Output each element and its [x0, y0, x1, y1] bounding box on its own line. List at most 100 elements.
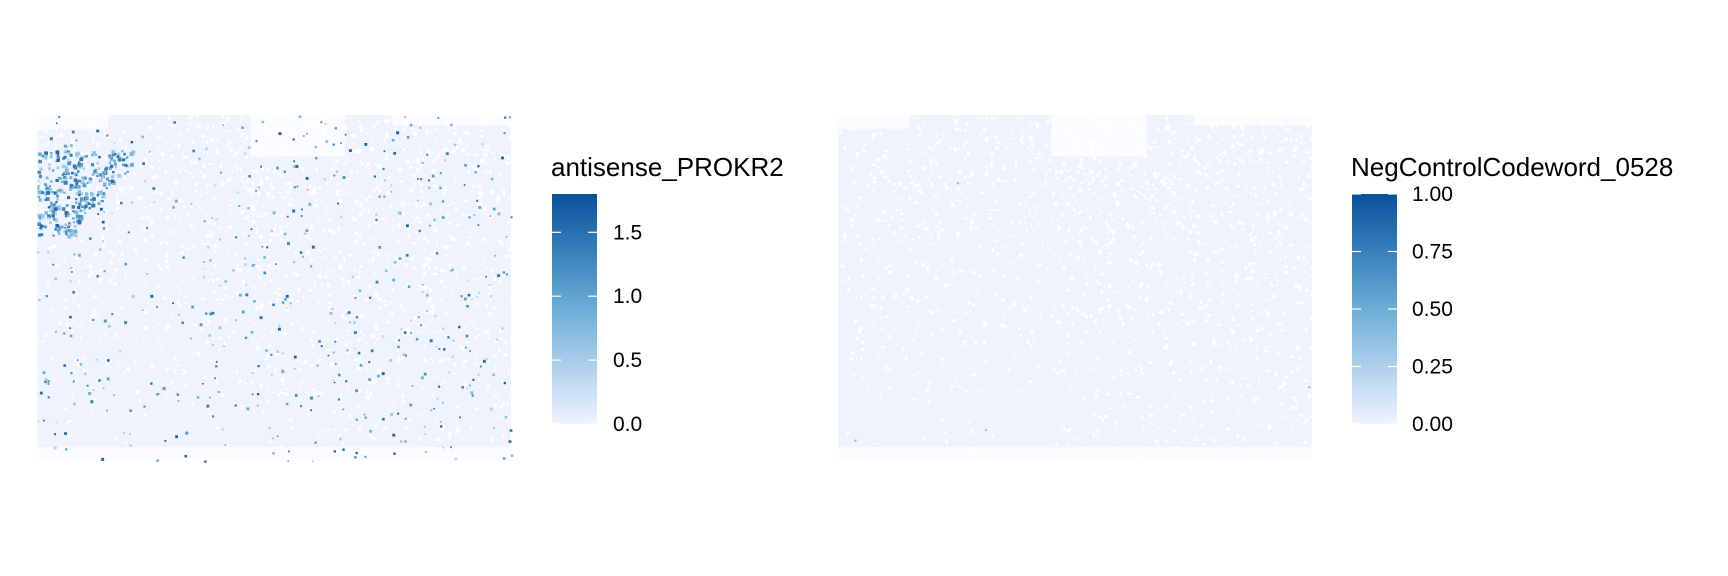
tissue-void — [326, 349, 329, 352]
expression-spot — [473, 214, 476, 217]
tissue-void — [921, 152, 925, 154]
tissue-void — [1202, 443, 1206, 446]
tissue-void — [215, 381, 218, 385]
expression-spot — [39, 224, 43, 227]
tissue-void — [490, 269, 494, 273]
expression-spot — [84, 212, 87, 215]
tissue-void — [892, 212, 895, 215]
tissue-void — [463, 382, 467, 387]
tissue-void — [1157, 293, 1161, 295]
tissue-void — [982, 236, 985, 238]
tissue-void — [1231, 317, 1234, 322]
expression-spot — [464, 163, 467, 167]
tissue-void — [370, 147, 375, 151]
tissue-void — [905, 148, 909, 150]
tissue-void — [1221, 300, 1224, 303]
tissue-void — [185, 295, 188, 297]
tissue-void — [358, 149, 362, 154]
expression-spot — [429, 202, 433, 206]
tissue-void — [406, 263, 408, 267]
tissue-void — [168, 325, 170, 328]
tissue-void — [82, 355, 84, 360]
tissue-void — [1029, 195, 1032, 199]
tissue-void — [990, 157, 993, 159]
tissue-void — [1138, 274, 1143, 276]
tissue-void — [309, 196, 313, 198]
tissue-void — [1176, 308, 1179, 310]
tissue-void — [97, 144, 100, 147]
tissue-void — [229, 225, 233, 229]
tissue-void — [225, 230, 227, 233]
tissue-void — [1091, 179, 1095, 183]
tissue-void — [1235, 324, 1240, 326]
tissue-void — [73, 235, 75, 240]
tissue-void — [1224, 150, 1227, 154]
tissue-void — [127, 172, 130, 176]
expression-spot — [256, 404, 259, 407]
tissue-void — [1079, 191, 1082, 194]
tissue-void — [1118, 162, 1122, 166]
expression-spot — [49, 209, 52, 212]
expression-spot — [277, 327, 281, 331]
expression-spot — [301, 208, 303, 211]
tissue-void — [470, 427, 472, 431]
expression-spot — [492, 207, 496, 211]
tissue-void — [1151, 313, 1155, 317]
tissue-void — [399, 247, 404, 249]
tissue-void — [950, 258, 953, 262]
tissue-void — [869, 245, 871, 247]
tissue-void — [1202, 306, 1207, 309]
expression-spot — [122, 163, 125, 166]
tissue-void — [876, 167, 879, 169]
tissue-void — [1305, 327, 1308, 332]
tissue-void — [1157, 127, 1160, 132]
tissue-void — [879, 133, 881, 135]
tissue-void — [1082, 222, 1084, 226]
tissue-void — [1106, 347, 1109, 349]
tissue-void — [94, 128, 97, 131]
tissue-void — [1147, 310, 1150, 315]
expression-spot — [485, 275, 487, 278]
expression-spot — [111, 156, 114, 159]
expression-spot — [397, 412, 400, 415]
expression-spot — [56, 122, 58, 125]
expression-spot — [320, 121, 323, 124]
expression-spot — [454, 457, 458, 461]
tissue-void — [279, 226, 283, 229]
tissue-void — [365, 395, 370, 400]
tissue-void — [1164, 176, 1167, 180]
tissue-void — [992, 239, 995, 241]
tissue-void — [422, 202, 426, 206]
expression-spot — [150, 382, 153, 385]
expression-spot — [65, 448, 68, 451]
expression-spot — [44, 380, 47, 384]
tissue-void — [1264, 268, 1266, 270]
tissue-void — [1028, 380, 1033, 383]
tissue-void — [488, 360, 490, 364]
tissue-void — [337, 183, 340, 186]
tissue-void — [442, 380, 445, 384]
tissue-void — [240, 218, 245, 220]
tissue-void — [321, 167, 324, 169]
tissue-void — [408, 225, 411, 229]
expression-spot — [64, 176, 68, 180]
tissue-void — [1228, 125, 1230, 128]
tissue-void — [407, 362, 411, 364]
tissue-void — [364, 299, 369, 303]
tissue-void — [880, 392, 882, 397]
tissue-void — [988, 209, 992, 211]
tissue-void — [375, 180, 377, 184]
expression-spot — [72, 291, 75, 294]
tissue-void — [1283, 415, 1287, 418]
tissue-void — [1245, 297, 1250, 299]
tissue-void — [434, 272, 438, 275]
expression-spot — [320, 345, 323, 348]
tissue-void — [1011, 220, 1014, 223]
tissue-void — [499, 405, 503, 409]
tissue-void — [1098, 308, 1102, 312]
expression-spot — [121, 150, 124, 153]
expression-spot — [418, 229, 421, 233]
tissue-void — [460, 171, 463, 173]
expression-spot — [64, 230, 68, 233]
tissue-void — [228, 358, 231, 362]
